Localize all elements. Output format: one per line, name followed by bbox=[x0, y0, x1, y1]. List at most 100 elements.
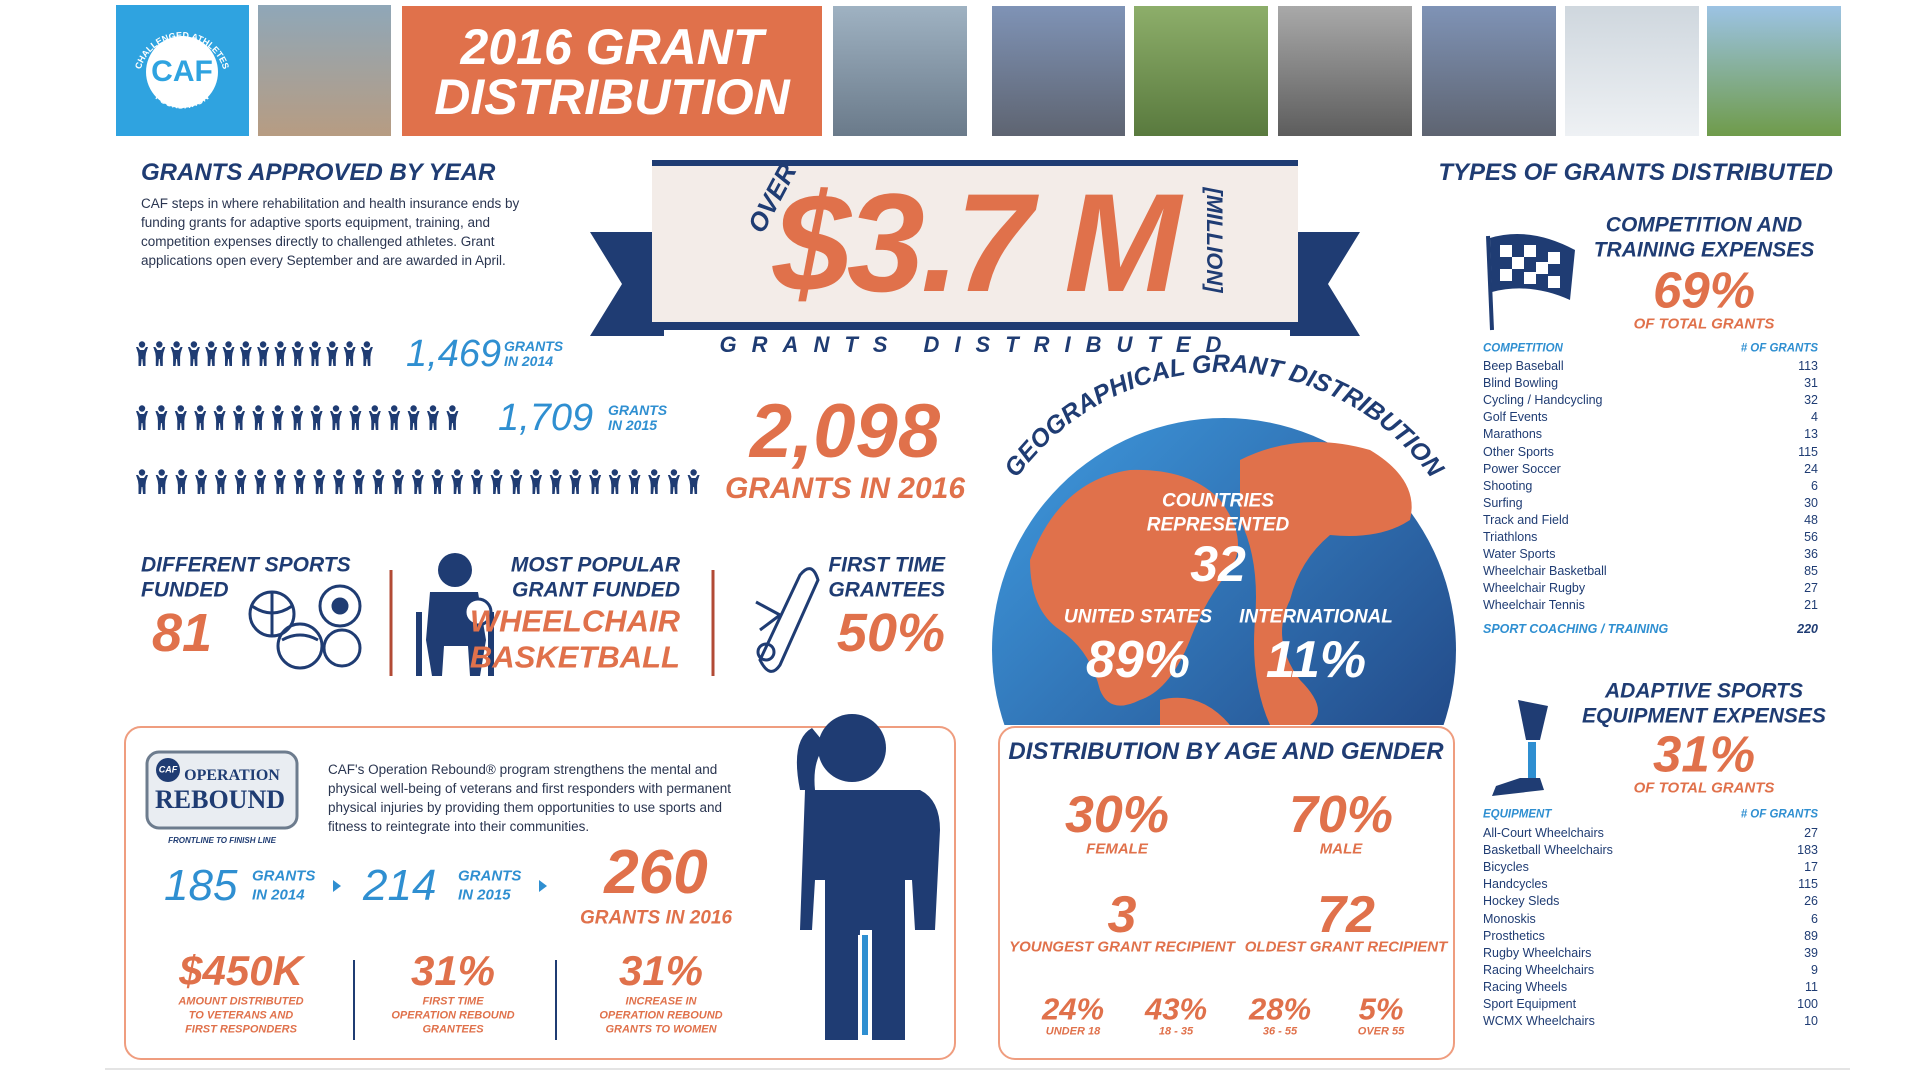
table-cell: Wheelchair Tennis bbox=[1483, 598, 1585, 613]
photo bbox=[1707, 6, 1841, 136]
person-icon bbox=[291, 341, 304, 366]
table-cell: All-Court Wheelchairs bbox=[1483, 825, 1604, 840]
person-icon bbox=[257, 341, 270, 366]
person-icon bbox=[213, 405, 226, 430]
table-cell: 48 bbox=[1804, 512, 1818, 527]
table-cell: 115 bbox=[1798, 444, 1818, 459]
person-icon bbox=[407, 405, 420, 430]
photo bbox=[1565, 6, 1699, 136]
person-icon bbox=[628, 469, 641, 494]
table-cell: Handcycles bbox=[1483, 877, 1548, 892]
table-cell: Water Sports bbox=[1483, 546, 1556, 561]
table-cell: 4 bbox=[1811, 410, 1818, 425]
diploma-icon bbox=[755, 567, 820, 673]
table-cell: Surfing bbox=[1483, 495, 1523, 510]
person-icon bbox=[187, 341, 200, 366]
age-group-value: 5% bbox=[1358, 991, 1404, 1027]
year-value: 1,469 bbox=[406, 333, 502, 375]
athlete-icon bbox=[416, 553, 494, 676]
highlight-label: DIFFERENT SPORTS bbox=[141, 553, 351, 577]
person-icon bbox=[239, 341, 252, 366]
column-header: # OF GRANTS bbox=[1740, 808, 1818, 821]
table-cell: Shooting bbox=[1483, 478, 1533, 493]
logo-circle bbox=[146, 36, 218, 108]
column-header: COMPETITION bbox=[1483, 342, 1563, 355]
table-cell: Marathons bbox=[1483, 427, 1543, 442]
badge-text: CAF bbox=[158, 764, 178, 775]
rebound-stat-value: $450K bbox=[179, 947, 303, 994]
table-cell: Triathlons bbox=[1483, 529, 1538, 544]
table-cell: WCMX Wheelchairs bbox=[1483, 1013, 1595, 1028]
person-icon bbox=[470, 469, 483, 494]
geo-label: REPRESENTED bbox=[1146, 514, 1290, 536]
geo-value: 89% bbox=[1085, 631, 1191, 689]
age-value: 3 bbox=[1107, 886, 1137, 944]
prosthetic-icon bbox=[1492, 700, 1548, 796]
person-icon bbox=[136, 469, 148, 494]
table-cell: Hockey Sleds bbox=[1483, 894, 1560, 909]
person-icon bbox=[333, 469, 345, 494]
table-cell: Wheelchair Basketball bbox=[1483, 563, 1607, 578]
photo bbox=[258, 5, 391, 136]
table-cell: 9 bbox=[1811, 962, 1818, 977]
table-cell: Prosthetics bbox=[1483, 928, 1545, 943]
prosthetic-leg bbox=[862, 935, 868, 1035]
person-icon bbox=[194, 405, 207, 430]
banner bbox=[590, 160, 1360, 336]
table-cell: 32 bbox=[1804, 392, 1818, 407]
person-icon bbox=[411, 469, 424, 494]
person-icon bbox=[273, 469, 286, 494]
photo bbox=[1422, 6, 1556, 136]
table-cell: 6 bbox=[1811, 478, 1818, 493]
age-group-label: UNDER 18 bbox=[1045, 1025, 1101, 1038]
table-cell: Monoskis bbox=[1483, 911, 1536, 926]
table-cell: Racing Wheelchairs bbox=[1483, 962, 1595, 977]
person-icon bbox=[274, 341, 287, 366]
rebound-year-label: IN 2014 bbox=[252, 886, 305, 904]
highlight-value: 50% bbox=[836, 603, 945, 663]
person-icon bbox=[271, 405, 284, 430]
rebound-current-value: 260 bbox=[604, 838, 708, 907]
total-caption: GRANTS DISTRIBUTED bbox=[719, 332, 1237, 357]
person-icon bbox=[490, 469, 503, 494]
person-icon bbox=[175, 469, 188, 494]
rebound-badge bbox=[145, 750, 299, 830]
table-cell: 21 bbox=[1804, 598, 1818, 613]
arrow bbox=[539, 880, 547, 892]
table-cell: 30 bbox=[1804, 495, 1818, 510]
table-cell: 24 bbox=[1804, 461, 1818, 476]
table-cell: 31 bbox=[1804, 375, 1818, 390]
logo-name: CAF bbox=[151, 55, 213, 88]
person-icon bbox=[326, 341, 339, 366]
age-group-label: OVER 55 bbox=[1357, 1025, 1405, 1038]
age-group-value: 28% bbox=[1248, 991, 1312, 1027]
type-heading: ADAPTIVE SPORTS bbox=[1605, 679, 1803, 703]
table-cell: 85 bbox=[1804, 563, 1818, 578]
highlight-label: FUNDED bbox=[141, 578, 229, 602]
table-cell: Sport Equipment bbox=[1483, 996, 1577, 1011]
person-icon bbox=[310, 405, 323, 430]
table-cell: Wheelchair Rugby bbox=[1483, 581, 1586, 596]
table-cell: 13 bbox=[1804, 427, 1818, 442]
table-cell: 10 bbox=[1804, 1013, 1818, 1028]
table-cell: 26 bbox=[1804, 894, 1818, 909]
rebound-stat-label: INCREASE IN bbox=[625, 995, 697, 1008]
current-label: GRANTS IN 2016 bbox=[724, 472, 966, 505]
person-icon bbox=[368, 405, 381, 430]
rebound-logo: OPERATION bbox=[184, 767, 280, 784]
page-title: 2016 GRANT bbox=[460, 19, 764, 75]
rebound-tagline: FRONTLINE TO FINISH LINE bbox=[168, 836, 276, 845]
table-cell: 17 bbox=[1804, 859, 1818, 874]
total-unit: [MILLION] bbox=[1202, 187, 1227, 293]
geo-label: INTERNATIONAL bbox=[1239, 606, 1393, 628]
person-icon bbox=[254, 469, 267, 494]
section-title: DISTRIBUTION BY AGE AND GENDER bbox=[1008, 738, 1444, 765]
person-icon bbox=[343, 341, 356, 366]
person-icon bbox=[313, 469, 326, 494]
table-cell: Blind Bowling bbox=[1483, 375, 1559, 390]
arrow bbox=[333, 880, 341, 892]
rebound-year-value: 185 bbox=[164, 861, 238, 910]
table-cell: Bicycles bbox=[1483, 859, 1529, 874]
photo bbox=[992, 6, 1125, 136]
highlight-label: GRANT FUNDED bbox=[512, 578, 680, 602]
